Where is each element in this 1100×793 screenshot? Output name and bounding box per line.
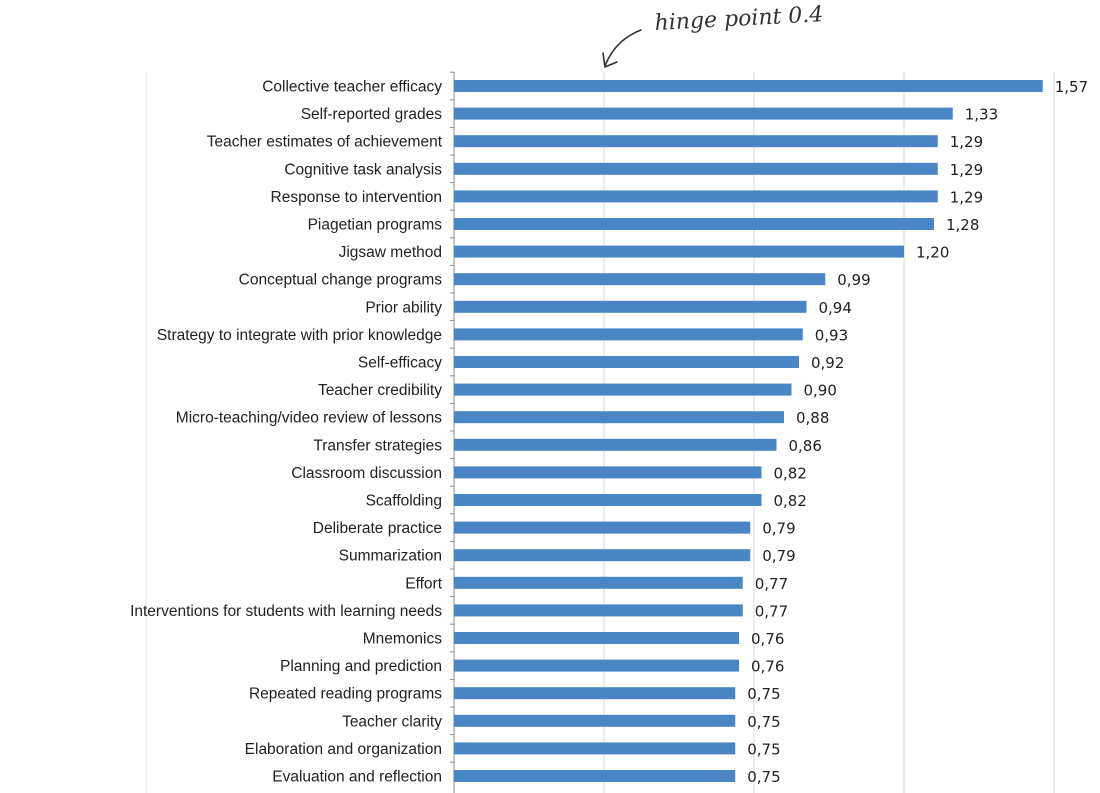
value-label: 1,57 <box>1055 78 1088 96</box>
bar <box>454 328 803 341</box>
category-label: Repeated reading programs <box>249 686 442 703</box>
value-label: 0,79 <box>762 547 795 565</box>
annotation-arrow-head <box>602 52 618 68</box>
bar <box>454 576 743 589</box>
bar <box>454 218 934 230</box>
category-label: Self-efficacy <box>358 355 442 372</box>
value-label: 0,75 <box>747 713 780 731</box>
category-label: Classroom discussion <box>291 465 442 482</box>
category-label: Elaboration and organization <box>245 741 442 758</box>
value-label: 0,88 <box>796 409 829 427</box>
value-label: 0,77 <box>755 602 788 620</box>
bar <box>454 245 904 258</box>
value-label: 1,29 <box>950 161 983 179</box>
bar <box>454 411 784 424</box>
category-label: Summarization <box>339 548 442 565</box>
bar <box>454 521 751 534</box>
category-label: Interventions for students with learning… <box>130 603 442 620</box>
category-label: Planning and prediction <box>280 658 442 675</box>
category-label: Teacher estimates of achievement <box>207 134 443 151</box>
bar <box>454 466 762 479</box>
value-label: 0,75 <box>747 740 780 758</box>
value-label: 1,20 <box>916 244 949 262</box>
value-label: 0,75 <box>747 768 780 786</box>
value-label: 0,82 <box>774 492 807 510</box>
category-label: Evaluation and reflection <box>272 769 442 786</box>
bar <box>454 383 792 396</box>
value-label: 0,76 <box>751 630 784 648</box>
bar <box>454 273 826 286</box>
bar <box>454 687 736 700</box>
bar <box>454 162 938 175</box>
bar <box>454 659 739 672</box>
category-label: Jigsaw method <box>339 244 442 261</box>
bar <box>454 300 807 313</box>
value-label: 1,29 <box>950 188 983 206</box>
value-label: 1,28 <box>946 216 979 234</box>
bar <box>454 549 751 562</box>
bar <box>454 438 777 451</box>
bar <box>454 714 736 727</box>
category-label: Deliberate practice <box>313 520 442 537</box>
bar <box>454 107 953 120</box>
bar <box>454 604 743 617</box>
bar <box>454 190 938 203</box>
category-label: Response to intervention <box>271 189 442 206</box>
value-label: 1,33 <box>965 106 998 124</box>
category-label: Conceptual change programs <box>239 272 443 289</box>
category-label: Effort <box>405 575 442 592</box>
bar <box>454 135 938 148</box>
category-label: Mnemonics <box>363 631 442 648</box>
bar <box>454 494 762 506</box>
category-label: Piagetian programs <box>308 217 443 234</box>
value-label: 0,76 <box>751 658 784 676</box>
value-label: 0,92 <box>811 354 844 372</box>
bar <box>454 742 736 755</box>
bar <box>454 632 739 644</box>
category-label: Collective teacher efficacy <box>262 79 442 96</box>
value-label: 0,90 <box>804 382 837 400</box>
value-label: 0,94 <box>819 299 852 317</box>
bar <box>454 356 799 368</box>
value-label: 0,93 <box>815 326 848 344</box>
value-label: 0,99 <box>837 271 870 289</box>
annotation-arrow-shaft <box>604 29 642 67</box>
value-label: 0,82 <box>774 464 807 482</box>
value-label: 0,77 <box>755 575 788 593</box>
category-label: Micro-teaching/video review of lessons <box>176 410 442 427</box>
bar <box>454 80 1043 92</box>
category-label: Transfer strategies <box>313 437 442 454</box>
category-label: Teacher credibility <box>318 382 442 399</box>
value-label: 0,79 <box>762 520 795 538</box>
value-label: 1,29 <box>950 133 983 151</box>
category-label: Prior ability <box>365 299 442 316</box>
category-label: Self-reported grades <box>301 106 443 123</box>
value-label: 0,86 <box>789 437 822 455</box>
value-label: 0,75 <box>747 685 780 703</box>
bar <box>454 770 736 782</box>
hinge-point-annotation: hinge point 0.4 <box>654 2 824 36</box>
category-label: Scaffolding <box>366 493 442 510</box>
category-label: Strategy to integrate with prior knowled… <box>157 327 442 344</box>
category-label: Cognitive task analysis <box>284 161 442 178</box>
category-label: Teacher clarity <box>342 713 442 730</box>
